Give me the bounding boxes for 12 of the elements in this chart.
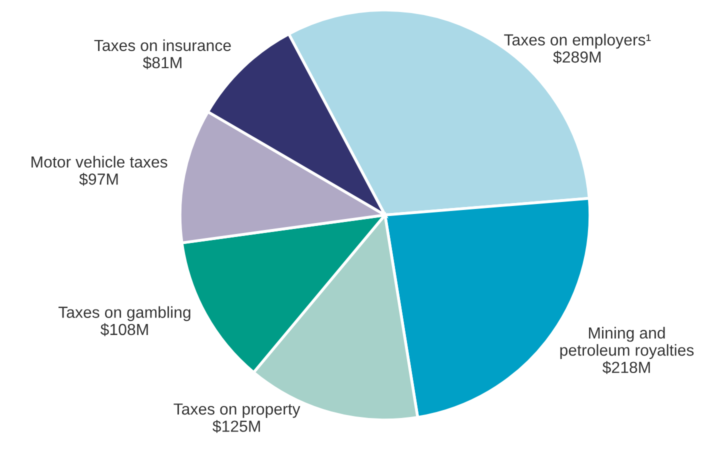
- data-label: $81M: [142, 56, 182, 70]
- slice-label: Motor vehicle taxes: [32, 156, 168, 168]
- data-label: $108M: [100, 323, 148, 336]
- data-label: $97M: [79, 172, 118, 186]
- slice-label: Taxes on employers¹: [504, 34, 651, 49]
- slice-label: Mining and petroleum royalties: [560, 326, 694, 359]
- data-label: $289M: [553, 50, 601, 64]
- slice-label: Taxes on insurance: [94, 39, 231, 52]
- slice-label: Taxes on property: [174, 404, 300, 418]
- data-label: $218M: [602, 361, 650, 374]
- data-label: $125M: [212, 420, 260, 433]
- slice-label: Taxes on gambling: [58, 306, 190, 322]
